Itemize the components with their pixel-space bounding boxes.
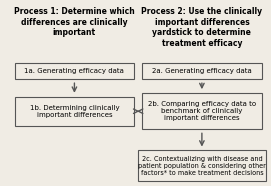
Text: 2a. Generating efficacy data: 2a. Generating efficacy data: [152, 68, 252, 74]
FancyBboxPatch shape: [15, 97, 134, 126]
Text: Process 2: Use the clinically
important differences
yardstick to determine
treat: Process 2: Use the clinically important …: [141, 7, 262, 48]
FancyBboxPatch shape: [138, 150, 266, 181]
Text: 2b. Comparing efficacy data to
benchmark of clinically
important differences: 2b. Comparing efficacy data to benchmark…: [148, 101, 256, 121]
FancyBboxPatch shape: [15, 63, 134, 79]
Text: 2c. Contextualizing with disease and
patient population & considering other
fact: 2c. Contextualizing with disease and pat…: [138, 156, 266, 176]
FancyBboxPatch shape: [142, 63, 262, 79]
FancyBboxPatch shape: [142, 93, 262, 129]
Text: Process 1: Determine which
differences are clinically
important: Process 1: Determine which differences a…: [14, 7, 135, 37]
Text: 1a. Generating efficacy data: 1a. Generating efficacy data: [24, 68, 124, 74]
Text: 1b. Determining clinically
important differences: 1b. Determining clinically important dif…: [30, 105, 119, 118]
